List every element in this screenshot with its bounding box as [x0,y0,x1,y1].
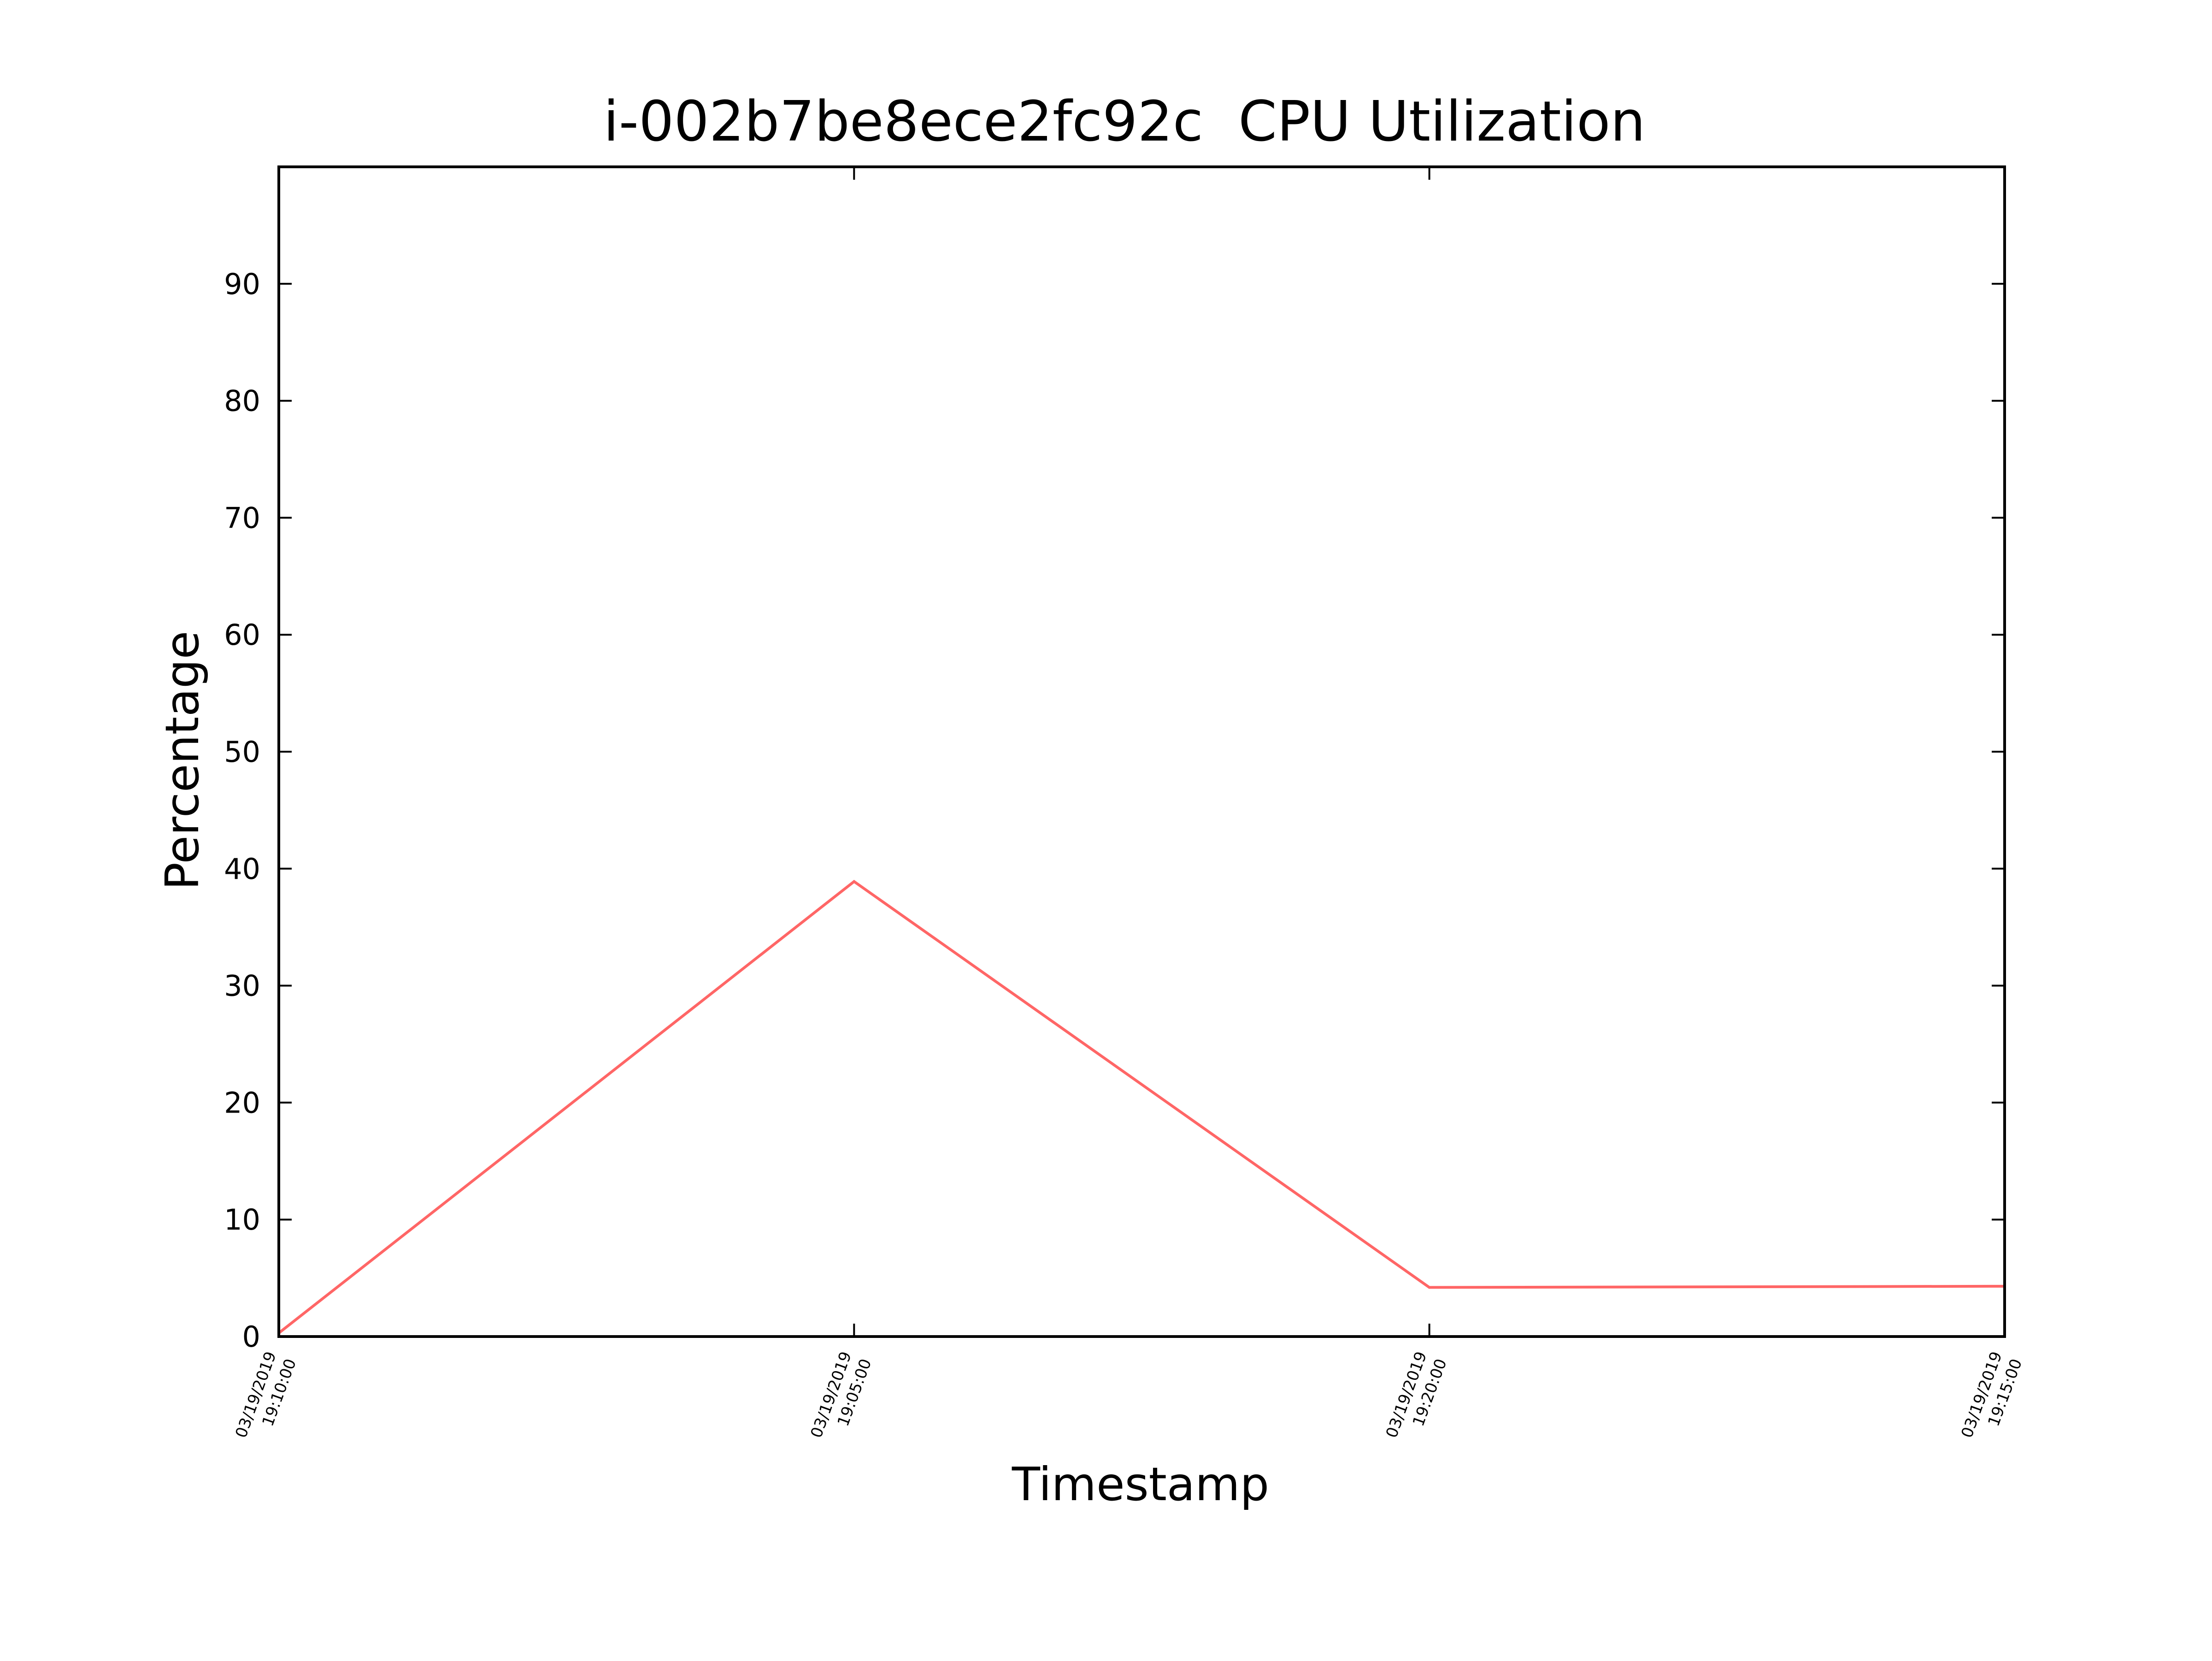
data-point [853,880,856,883]
y-tick-label: 0 [242,1320,260,1354]
plot-area-frame [277,165,2006,1338]
y-tick-label: 30 [224,969,260,1003]
y-tick-label: 80 [224,384,260,418]
y-tick-label: 60 [224,618,260,652]
y-tick-label: 20 [224,1086,260,1119]
y-tick-label: 90 [224,267,260,301]
x-axis-label: Timestamp [1012,1457,1269,1511]
data-point [1428,1286,1431,1289]
y-tick-label: 70 [224,501,260,535]
series-line [278,879,2005,1334]
y-tick-label: 40 [224,852,260,886]
y-axis-ticks: 0 10 20 30 40 50 60 70 80 90 [224,267,2005,1354]
y-tick-label: 50 [224,735,260,769]
y-tick-label: 10 [224,1203,260,1237]
chart-title: i-002b7be8ece2fc92c CPU Utilization [603,90,1645,154]
y-axis-label: Percentage [155,631,209,890]
